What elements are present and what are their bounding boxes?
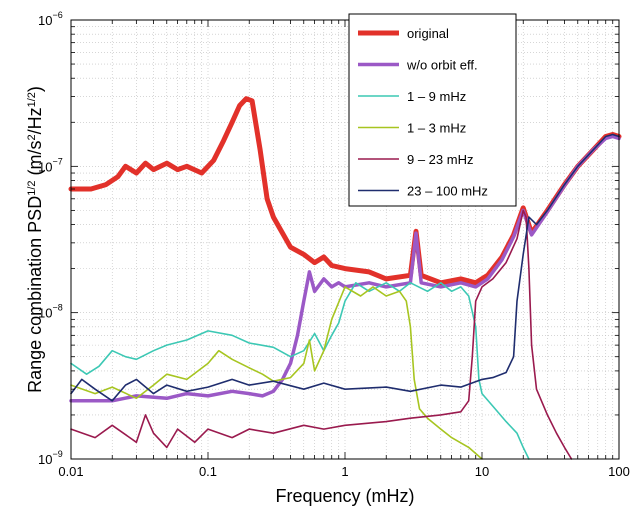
- series-line: [70, 282, 530, 460]
- ticks: [71, 20, 619, 459]
- x-tick-label: 0.1: [199, 464, 217, 479]
- legend-label: original: [407, 26, 449, 41]
- legend-label: 1 – 3 mHz: [407, 121, 466, 136]
- y-tick-label: 10−6: [38, 10, 63, 28]
- y-tick-label: 10−8: [38, 303, 63, 321]
- legend-box: [348, 13, 517, 207]
- series-line: [70, 209, 573, 460]
- legend: original w/o orbit eff. 1 – 9 mHz 1 – 3 mHz…: [348, 13, 517, 207]
- y-tick-label: 10−9: [38, 449, 63, 467]
- series-line: [69, 134, 621, 403]
- legend-label: 9 – 23 mHz: [407, 152, 473, 167]
- legend-label: 1 – 9 mHz: [407, 89, 466, 104]
- series-layer: [68, 96, 622, 460]
- x-axis-label: Frequency (mHz): [275, 486, 414, 506]
- legend-label: 23 – 100 mHz: [407, 184, 488, 199]
- x-tick-label: 1: [341, 464, 348, 479]
- legend-label: w/o orbit eff.: [406, 58, 478, 73]
- x-tick-label: 0.01: [58, 464, 83, 479]
- tick-labels: 0.01 0.1 1 10 100 10−9 10−8 10−7 10−6: [38, 10, 630, 479]
- series-line: [68, 96, 622, 286]
- series-line: [70, 286, 483, 460]
- series-line: [70, 133, 620, 402]
- y-axis-label: Range combination PSD1/2 (m/s2/Hz1/2): [25, 86, 45, 393]
- y-tick-label: 10−7: [38, 156, 63, 174]
- x-tick-label: 10: [475, 464, 489, 479]
- x-tick-label: 100: [608, 464, 630, 479]
